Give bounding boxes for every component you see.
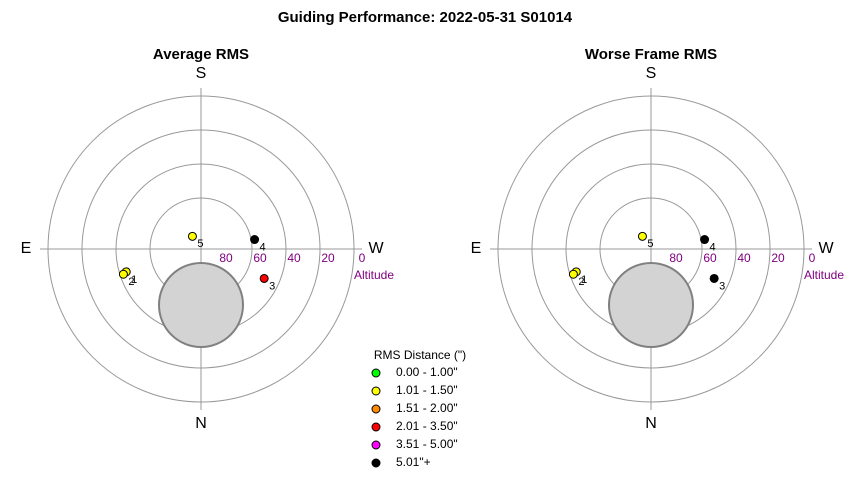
data-point: [709, 273, 719, 283]
point-label: 3: [269, 280, 275, 292]
legend-swatch: [371, 458, 381, 468]
r-axis-label: Altitude: [354, 268, 394, 282]
direction-label: S: [646, 65, 657, 82]
data-point: [187, 231, 197, 241]
exclusion-zone: [608, 262, 694, 348]
subplot-title: Worse Frame RMS: [585, 46, 717, 63]
point-label: 4: [260, 241, 266, 253]
r-tick-label: 20: [771, 251, 785, 265]
data-point: [700, 235, 710, 245]
point-label: 1: [581, 274, 587, 286]
legend-label: 2.01 - 3.50": [396, 419, 458, 433]
r-tick-label: 60: [703, 251, 717, 265]
chart-title: Guiding Performance: 2022-05-31 S01014: [278, 9, 573, 26]
legend-swatch: [371, 386, 381, 396]
direction-label: N: [195, 415, 207, 432]
legend-title: RMS Distance ("): [374, 348, 466, 362]
point-label: 2: [578, 276, 584, 288]
direction-label: E: [21, 240, 32, 257]
r-tick-label: 0: [359, 251, 366, 265]
legend-label: 3.51 - 5.00": [396, 437, 458, 451]
point-label: 1: [131, 274, 137, 286]
legend-label: 1.01 - 1.50": [396, 383, 458, 397]
data-point: [259, 273, 269, 283]
point-label: 2: [128, 276, 134, 288]
subplot-title: Average RMS: [153, 46, 249, 63]
r-axis-label: Altitude: [804, 268, 844, 282]
data-point: [118, 269, 128, 279]
direction-label: N: [645, 415, 657, 432]
exclusion-zone: [158, 262, 244, 348]
r-tick-label: 0: [809, 251, 816, 265]
point-label: 4: [710, 241, 716, 253]
direction-label: W: [368, 240, 384, 257]
direction-label: W: [818, 240, 834, 257]
legend-swatch: [371, 440, 381, 450]
r-tick-label: 20: [321, 251, 335, 265]
data-point: [637, 231, 647, 241]
point-label: 5: [197, 238, 203, 250]
data-point: [568, 269, 578, 279]
legend-swatch: [371, 422, 381, 432]
r-tick-label: 80: [219, 251, 233, 265]
r-tick-label: 40: [737, 251, 751, 265]
r-tick-label: 80: [669, 251, 683, 265]
legend-swatch: [371, 368, 381, 378]
legend-label: 0.00 - 1.00": [396, 365, 458, 379]
r-tick-label: 40: [287, 251, 301, 265]
direction-label: S: [196, 65, 207, 82]
r-tick-label: 60: [253, 251, 267, 265]
legend-label: 1.51 - 2.00": [396, 401, 458, 415]
point-label: 5: [647, 238, 653, 250]
legend-swatch: [371, 404, 381, 414]
legend-label: 5.01"+: [396, 455, 431, 469]
direction-label: E: [471, 240, 482, 257]
point-label: 3: [719, 280, 725, 292]
data-point: [250, 235, 260, 245]
